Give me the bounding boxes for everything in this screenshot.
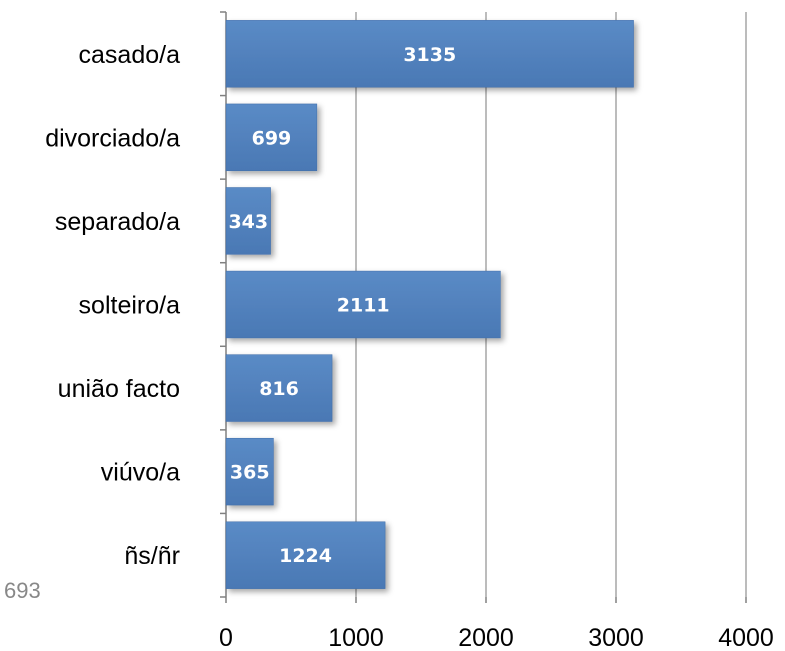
x-tick-label: 4000 [718,624,774,651]
stray-number-label: 693 [4,578,41,603]
x-tick-label: 1000 [328,624,384,651]
bar-5 [225,437,274,506]
category-label: união facto [58,375,180,403]
category-label: divorciado/a [45,124,180,152]
labels: 0 1000 2000 3000 4000 casado/a 3135 divorciado/… [45,41,774,651]
x-tick-label: 2000 [458,624,514,651]
bar-0 [225,20,634,88]
bar-4 [225,354,333,422]
category-label: ñs/ñr [124,542,180,570]
bar-value-label: 365 [230,462,270,484]
bar-value-label: 3135 [403,44,456,66]
bar-value-label: 816 [259,378,299,400]
category-label: casado/a [79,41,181,69]
x-tick-label: 0 [219,624,233,651]
bar-value-label: 2111 [337,295,390,317]
bar-2 [225,187,271,255]
bar-value-label: 1224 [279,545,332,567]
bar-6 [225,521,386,589]
x-tick-label: 3000 [588,624,644,651]
category-label: viúvo/a [101,459,180,487]
category-label: separado/a [55,208,180,236]
bar-3 [225,270,501,339]
bars [225,20,634,589]
bar-value-label: 699 [252,127,292,149]
bar-value-label: 343 [228,211,268,233]
category-label: solteiro/a [79,292,181,320]
bar-1 [225,103,318,172]
